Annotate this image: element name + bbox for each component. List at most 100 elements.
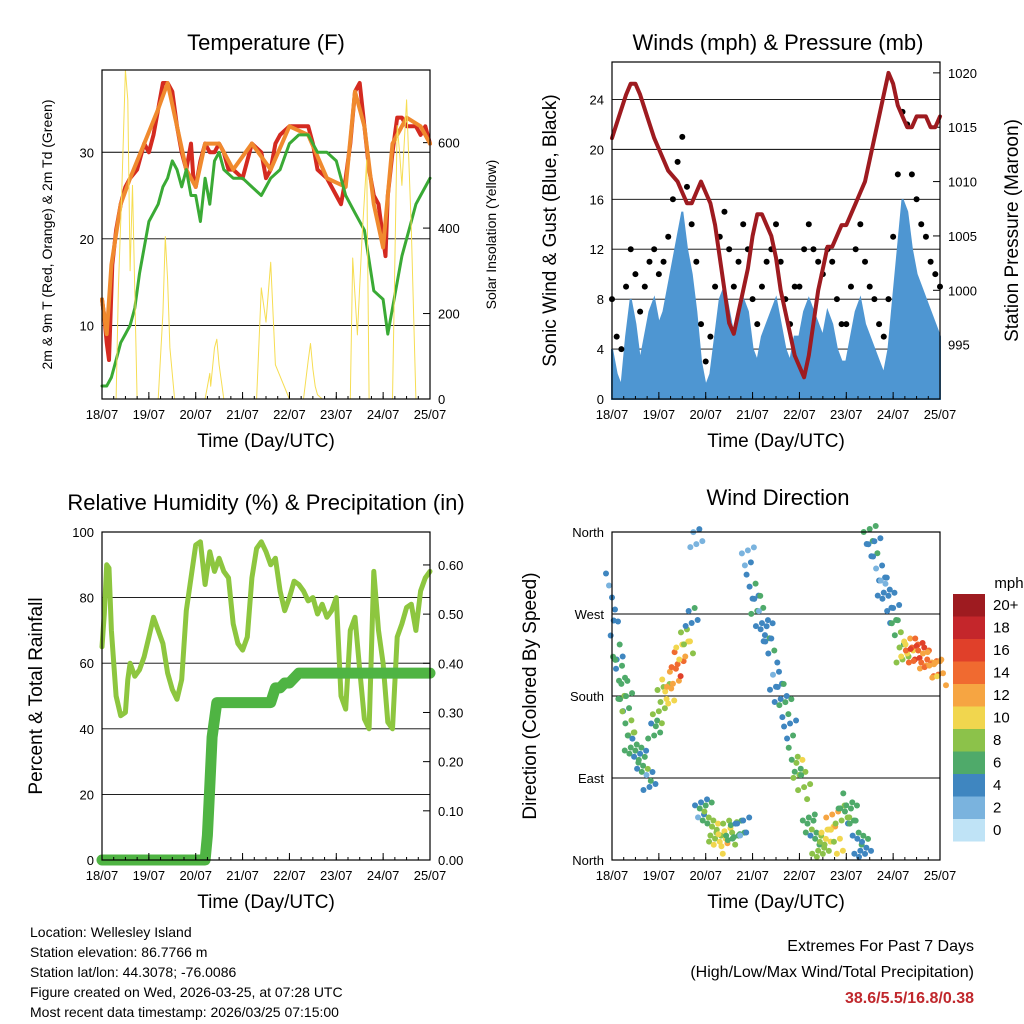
colorbar-label: 4: [993, 777, 1001, 794]
direction-point: [774, 684, 781, 690]
direction-point: [686, 638, 693, 645]
direction-point: [877, 577, 884, 584]
y2-tick-label: 0.00: [438, 853, 463, 868]
direction-point: [617, 696, 624, 703]
direction-point: [921, 664, 928, 671]
gust-point: [885, 296, 892, 303]
gust-point: [922, 233, 929, 240]
direction-point: [676, 656, 683, 663]
direction-point: [891, 589, 898, 596]
gust-point: [730, 283, 737, 290]
gust-point: [908, 171, 915, 178]
direction-point: [619, 653, 626, 660]
x-tick-label: 18/07: [596, 407, 629, 422]
direction-point: [612, 656, 619, 663]
direction-point: [871, 538, 878, 545]
direction-point: [767, 686, 773, 693]
gust-point: [740, 221, 747, 228]
y-axis-label: Direction (Colored By Speed): [520, 572, 541, 819]
gust-point: [698, 321, 705, 328]
series-2m-td: [100, 133, 432, 388]
direction-point: [643, 772, 650, 778]
direction-point: [746, 583, 753, 590]
direction-point: [815, 847, 822, 854]
direction-point: [741, 562, 748, 569]
direction-point: [841, 808, 848, 815]
gust-point: [712, 283, 719, 290]
gust-point: [679, 133, 686, 140]
direction-point: [918, 659, 925, 666]
direction-point: [708, 799, 715, 806]
gust-point: [927, 258, 934, 265]
direction-point: [940, 670, 946, 677]
y-tick-label: 60: [80, 656, 94, 671]
direction-point: [865, 541, 872, 548]
direction-point: [673, 644, 680, 651]
y-axis-label: 2m & 9m T (Red, Orange) & 2m Td (Green): [39, 100, 55, 370]
x-tick-label: 23/07: [320, 868, 353, 883]
direction-point: [627, 744, 634, 751]
colorbar-swatch: [953, 616, 985, 639]
direction-point: [847, 805, 854, 812]
direction-point: [884, 608, 891, 614]
direction-point: [761, 632, 768, 639]
direction-point: [695, 814, 702, 821]
direction-point: [907, 635, 914, 642]
colorbar-swatch: [953, 729, 985, 752]
y2-tick-label: 400: [438, 221, 460, 236]
y-tick-label: 30: [80, 145, 94, 160]
gust-point: [876, 321, 883, 328]
direction-point: [888, 620, 895, 627]
direction-point: [776, 702, 783, 709]
direction-point: [729, 835, 736, 842]
y2-tick-label: 1020: [948, 66, 977, 81]
direction-point: [755, 608, 762, 615]
direction-point: [853, 802, 860, 809]
gust-point: [669, 196, 676, 203]
y-tick-label: 16: [590, 192, 604, 207]
direction-point: [659, 676, 666, 683]
chart-title: Relative Humidity (%) & Precipitation (i…: [67, 490, 464, 515]
direction-point: [774, 659, 781, 666]
direction-point: [751, 595, 758, 602]
gust-point: [632, 271, 639, 278]
direction-point: [622, 720, 629, 727]
gust-point: [683, 183, 690, 190]
gust-point: [801, 246, 808, 253]
gust-point: [833, 296, 840, 303]
direction-point: [811, 811, 818, 818]
direction-point: [715, 831, 722, 838]
direction-point: [901, 638, 908, 645]
direction-point: [712, 835, 719, 842]
direction-point: [709, 823, 716, 830]
direction-point: [752, 623, 759, 630]
y-tick-label: 10: [80, 318, 94, 333]
station-info: Location: Wellesley Island Station eleva…: [30, 922, 343, 1022]
direction-point: [879, 595, 886, 602]
gust-point: [763, 258, 770, 265]
x-tick-label: 22/07: [273, 407, 306, 422]
y2-tick-label: 600: [438, 136, 460, 151]
direction-point: [827, 826, 834, 833]
direction-point: [855, 829, 862, 836]
y2-tick-label: 0.10: [438, 804, 463, 819]
colorbar-label: 10: [993, 710, 1010, 727]
direction-point: [702, 802, 709, 809]
direction-point: [632, 747, 639, 754]
direction-point: [886, 586, 893, 593]
colorbar-swatch: [953, 751, 985, 774]
direction-point: [645, 735, 652, 742]
direction-point: [777, 696, 784, 702]
y-tick-label: East: [578, 771, 604, 786]
direction-point: [783, 693, 790, 699]
direction-point: [677, 629, 684, 636]
x-tick-label: 19/07: [133, 407, 166, 422]
direction-point: [743, 829, 750, 836]
direction-point: [618, 680, 625, 687]
station-location: Location: Wellesley Island: [30, 924, 192, 940]
direction-point: [793, 717, 800, 724]
y-tick-label: 20: [80, 232, 94, 247]
direction-point: [863, 844, 870, 851]
direction-point: [929, 674, 936, 681]
direction-point: [698, 799, 705, 806]
